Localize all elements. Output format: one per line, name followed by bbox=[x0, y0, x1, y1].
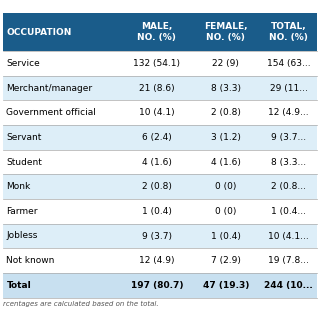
Bar bbox=[3, 51, 122, 76]
Text: 22 (9): 22 (9) bbox=[212, 59, 239, 68]
Bar bbox=[3, 174, 122, 199]
Bar bbox=[191, 100, 260, 125]
Bar bbox=[191, 150, 260, 174]
Bar bbox=[260, 150, 317, 174]
Bar bbox=[260, 199, 317, 224]
Bar bbox=[191, 199, 260, 224]
Text: 29 (11...: 29 (11... bbox=[270, 84, 308, 93]
Bar bbox=[191, 13, 260, 51]
Bar bbox=[3, 125, 122, 150]
Text: Servant: Servant bbox=[6, 133, 42, 142]
Bar bbox=[3, 273, 122, 298]
Bar bbox=[260, 125, 317, 150]
Text: Not known: Not known bbox=[6, 256, 55, 265]
Text: Jobless: Jobless bbox=[6, 231, 38, 241]
Text: 0 (0): 0 (0) bbox=[215, 182, 236, 191]
Text: FEMALE,
NO. (%): FEMALE, NO. (%) bbox=[204, 22, 248, 42]
Bar bbox=[122, 174, 191, 199]
Bar bbox=[3, 150, 122, 174]
Bar bbox=[260, 76, 317, 100]
Text: 4 (1.6): 4 (1.6) bbox=[142, 157, 172, 167]
Bar bbox=[191, 51, 260, 76]
Bar bbox=[260, 273, 317, 298]
Bar bbox=[260, 174, 317, 199]
Bar bbox=[122, 13, 191, 51]
Bar bbox=[3, 248, 122, 273]
Text: rcentages are calculated based on the total.: rcentages are calculated based on the to… bbox=[3, 301, 159, 307]
Bar bbox=[260, 224, 317, 248]
Text: Government official: Government official bbox=[6, 108, 96, 117]
Bar bbox=[191, 248, 260, 273]
Text: 2 (0.8): 2 (0.8) bbox=[142, 182, 172, 191]
Bar bbox=[191, 174, 260, 199]
Text: 19 (7.8...: 19 (7.8... bbox=[268, 256, 309, 265]
Text: Merchant/manager: Merchant/manager bbox=[6, 84, 92, 93]
Text: 1 (0.4): 1 (0.4) bbox=[211, 231, 241, 241]
Text: 2 (0.8): 2 (0.8) bbox=[211, 108, 241, 117]
Text: Service: Service bbox=[6, 59, 40, 68]
Text: 8 (3.3): 8 (3.3) bbox=[211, 84, 241, 93]
Bar bbox=[122, 100, 191, 125]
Text: 12 (4.9): 12 (4.9) bbox=[139, 256, 175, 265]
Bar bbox=[122, 150, 191, 174]
Bar bbox=[122, 51, 191, 76]
Text: 21 (8.6): 21 (8.6) bbox=[139, 84, 175, 93]
Bar bbox=[3, 76, 122, 100]
Bar bbox=[3, 13, 122, 51]
Bar bbox=[122, 125, 191, 150]
Text: 12 (4.9...: 12 (4.9... bbox=[268, 108, 309, 117]
Text: 0 (0): 0 (0) bbox=[215, 207, 236, 216]
Bar bbox=[3, 224, 122, 248]
Text: 10 (4.1): 10 (4.1) bbox=[139, 108, 175, 117]
Text: 4 (1.6): 4 (1.6) bbox=[211, 157, 241, 167]
Text: 6 (2.4): 6 (2.4) bbox=[142, 133, 172, 142]
Bar bbox=[122, 224, 191, 248]
Text: 7 (2.9): 7 (2.9) bbox=[211, 256, 241, 265]
Text: 9 (3.7): 9 (3.7) bbox=[142, 231, 172, 241]
Text: 2 (0.8...: 2 (0.8... bbox=[271, 182, 306, 191]
Text: 1 (0.4...: 1 (0.4... bbox=[271, 207, 306, 216]
Text: Farmer: Farmer bbox=[6, 207, 38, 216]
Bar bbox=[191, 273, 260, 298]
Text: 244 (10...: 244 (10... bbox=[264, 281, 313, 290]
Text: 3 (1.2): 3 (1.2) bbox=[211, 133, 241, 142]
Text: 1 (0.4): 1 (0.4) bbox=[142, 207, 172, 216]
Text: MALE,
NO. (%): MALE, NO. (%) bbox=[137, 22, 176, 42]
Text: Student: Student bbox=[6, 157, 42, 167]
Text: 9 (3.7...: 9 (3.7... bbox=[271, 133, 306, 142]
Bar bbox=[3, 199, 122, 224]
Bar bbox=[260, 13, 317, 51]
Text: 10 (4.1...: 10 (4.1... bbox=[268, 231, 309, 241]
Text: 154 (63...: 154 (63... bbox=[267, 59, 310, 68]
Text: OCCUPATION: OCCUPATION bbox=[6, 28, 72, 36]
Bar bbox=[191, 224, 260, 248]
Text: 132 (54.1): 132 (54.1) bbox=[133, 59, 180, 68]
Bar bbox=[122, 199, 191, 224]
Bar bbox=[122, 248, 191, 273]
Bar bbox=[3, 100, 122, 125]
Text: 197 (80.7): 197 (80.7) bbox=[131, 281, 183, 290]
Bar bbox=[260, 248, 317, 273]
Bar bbox=[260, 100, 317, 125]
Bar bbox=[122, 273, 191, 298]
Bar bbox=[191, 76, 260, 100]
Bar bbox=[122, 76, 191, 100]
Text: 47 (19.3): 47 (19.3) bbox=[203, 281, 249, 290]
Text: Total: Total bbox=[6, 281, 31, 290]
Bar bbox=[191, 125, 260, 150]
Text: TOTAL,
NO. (%): TOTAL, NO. (%) bbox=[269, 22, 308, 42]
Bar bbox=[260, 51, 317, 76]
Text: 8 (3.3...: 8 (3.3... bbox=[271, 157, 306, 167]
Text: Monk: Monk bbox=[6, 182, 31, 191]
